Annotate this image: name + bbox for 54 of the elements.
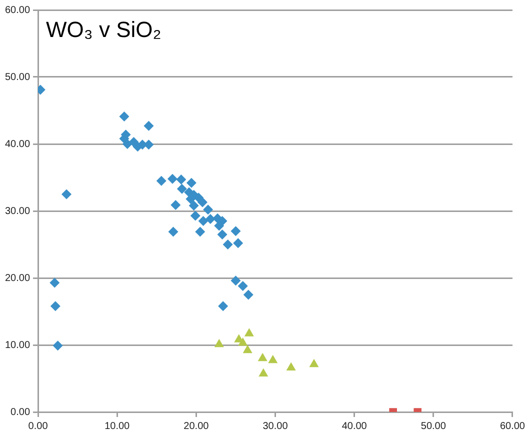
y-tick-label: 0.00 (10, 406, 30, 418)
point (170, 200, 181, 210)
point (168, 226, 178, 237)
x-tick-label: 0.00 (28, 420, 48, 432)
point (205, 214, 216, 224)
point (244, 328, 254, 336)
x-tick-label: 50.00 (420, 420, 446, 432)
point (214, 220, 224, 231)
point (186, 178, 196, 188)
point (50, 278, 60, 288)
point (176, 174, 186, 185)
point (243, 290, 254, 300)
point (198, 216, 208, 226)
point (203, 204, 214, 215)
point (222, 240, 233, 250)
point (218, 301, 228, 312)
x-tick-label: 30.00 (262, 420, 288, 432)
point (309, 358, 319, 368)
y-tick-label: 60.00 (4, 4, 30, 16)
point (286, 362, 296, 371)
point (258, 352, 268, 362)
point (176, 184, 187, 194)
y-tick-label: 50.00 (4, 72, 30, 83)
point (50, 301, 60, 312)
point (238, 281, 248, 292)
point (61, 189, 72, 200)
point (242, 344, 252, 354)
point (233, 238, 244, 248)
chart-title: WO₃ v SiO₂ (46, 17, 162, 42)
point (52, 340, 63, 351)
point (238, 337, 248, 346)
point (167, 174, 178, 184)
x-tick-label: 40.00 (342, 420, 368, 432)
point (230, 226, 241, 236)
point (217, 229, 228, 240)
point (188, 200, 199, 211)
point (144, 120, 154, 131)
point (190, 210, 200, 221)
point (214, 338, 224, 348)
point (195, 226, 206, 237)
point (230, 276, 241, 286)
point (268, 354, 278, 364)
point (258, 368, 268, 377)
y-tick-label: 40.00 (4, 138, 30, 150)
point (156, 176, 166, 186)
y-tick-label: 30.00 (4, 206, 30, 217)
point (122, 139, 132, 149)
point (119, 112, 130, 122)
point (198, 197, 208, 208)
y-tick-label: 10.00 (4, 340, 30, 351)
x-tick-label: 20.00 (184, 420, 210, 432)
x-tick-label: 60.00 (500, 420, 526, 432)
y-tick-label: 20.00 (4, 272, 30, 284)
x-tick-label: 10.00 (104, 420, 130, 432)
